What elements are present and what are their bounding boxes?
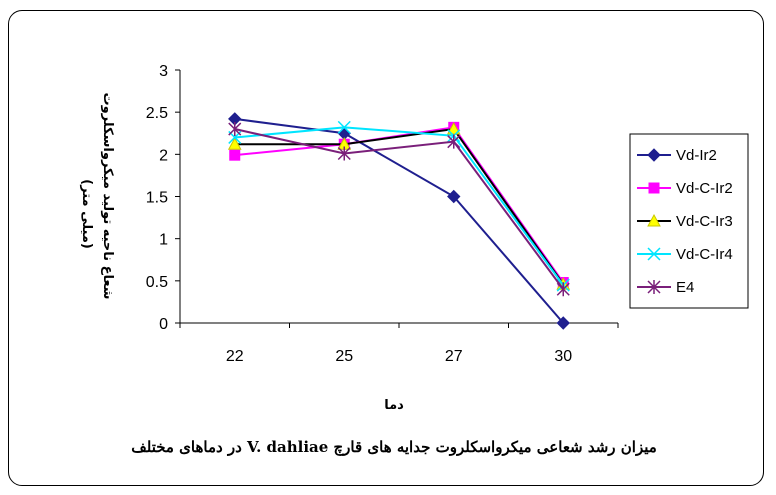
y-tick-label: 2.5 — [146, 105, 168, 122]
legend-item: Vd-C-Ir4 — [637, 246, 733, 263]
y-tick-labels: 0 0.5 1 1.5 2 2.5 3 — [146, 63, 168, 333]
y-tick-label: 2 — [159, 147, 168, 164]
series-line — [234, 128, 565, 290]
legend-item: Vd-C-Ir3 — [637, 213, 733, 230]
data-point — [337, 146, 351, 161]
data-point — [447, 189, 461, 204]
data-point — [447, 134, 461, 149]
data-point — [228, 122, 242, 137]
legend-label: Vd-Ir2 — [676, 147, 717, 164]
legend-marker — [647, 148, 661, 162]
series-line — [234, 126, 565, 286]
series-Vd-Ir2 — [228, 112, 570, 330]
x-tick-label: 22 — [226, 348, 244, 365]
data-point — [556, 282, 570, 297]
series-line — [234, 126, 565, 284]
legend-marker — [647, 247, 661, 261]
chart-axes — [175, 69, 619, 328]
chart-frame — [8, 10, 764, 486]
data-point — [229, 149, 241, 161]
x-tick-label: 25 — [335, 348, 353, 365]
legend-marker — [647, 280, 661, 294]
legend-item: Vd-C-Ir2 — [637, 180, 733, 197]
y-axis-label-line2: (میلی متر) — [79, 179, 94, 249]
legend-label: Vd-C-Ir4 — [676, 246, 733, 263]
legend: Vd-Ir2 Vd-C-Ir2 Vd-C-Ir3 Vd-C-Ir4 E4 — [629, 133, 749, 309]
y-tick-label: 1.5 — [146, 190, 168, 207]
legend-item: Vd-Ir2 — [637, 147, 717, 164]
data-point — [446, 121, 461, 135]
y-tick-label: 0.5 — [146, 274, 168, 291]
data-point — [337, 120, 351, 134]
legend-marker — [647, 213, 661, 227]
x-tick-labels: 22 25 27 30 — [226, 348, 572, 365]
legend-label: Vd-C-Ir3 — [676, 213, 733, 230]
legend-label: Vd-C-Ir2 — [676, 180, 733, 197]
legend-marker — [648, 182, 660, 194]
legend-label: E4 — [676, 279, 694, 296]
series-line — [234, 117, 565, 324]
x-tick-label: 27 — [445, 348, 463, 365]
x-axis-label: دما — [384, 398, 404, 413]
series-line — [234, 127, 565, 285]
chart-caption: میزان رشد شعاعی میکرواسکلروت جدایه های ق… — [131, 438, 657, 456]
x-tick-label: 30 — [554, 348, 572, 365]
y-axis-label-line1: شعاع ناحیه تولید میکرواسکلروت — [100, 93, 115, 300]
y-tick-label: 0 — [159, 316, 168, 333]
y-tick-label: 3 — [159, 63, 168, 80]
series-group — [227, 112, 571, 330]
data-point — [556, 316, 570, 330]
y-tick-label: 1 — [159, 232, 168, 249]
legend-item: E4 — [637, 279, 694, 296]
data-point — [227, 137, 242, 150]
series-E4 — [228, 122, 570, 297]
